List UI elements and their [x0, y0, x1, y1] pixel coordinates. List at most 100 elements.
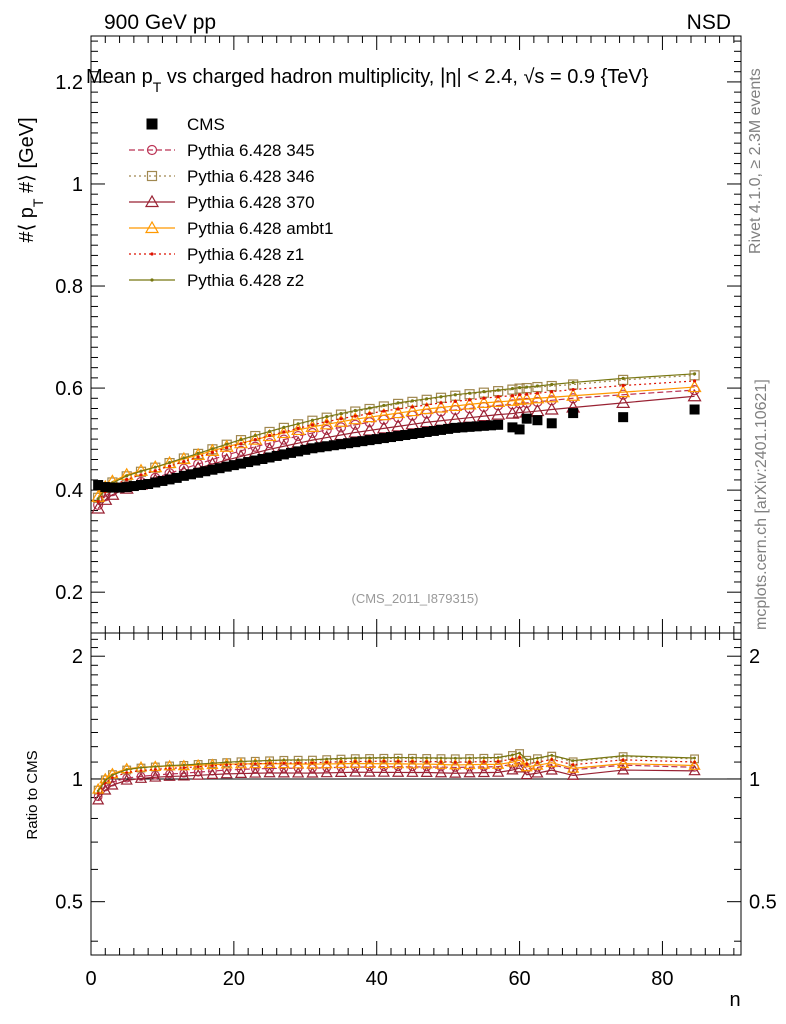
data-point-cms: [250, 455, 261, 466]
ratio-point-z2: [239, 760, 243, 763]
data-point-ambt1: [433, 400, 449, 413]
data-point-ambt1: [376, 407, 391, 421]
ratio-plot-frame: [90, 632, 742, 956]
data-point-cms: [493, 419, 504, 430]
ratio-point-z2: [468, 756, 471, 760]
data-point-p370: [491, 407, 506, 420]
data-point-z2: [325, 415, 329, 419]
ratio-point-z1: [468, 760, 471, 764]
data-point-z2: [439, 395, 443, 399]
data-point-z2: [382, 403, 386, 408]
data-point-z1: [167, 464, 172, 468]
data-point-cms: [100, 482, 111, 493]
ratio-point-z2: [482, 756, 486, 760]
ratio-point-p370: [120, 773, 133, 785]
ratio-series-z2: [96, 751, 696, 793]
ratio-series-z1: [96, 755, 696, 795]
data-point-cms: [464, 421, 475, 432]
data-point-cms: [243, 457, 254, 468]
data-point-z1: [325, 420, 329, 424]
series-z1: [96, 379, 697, 503]
data-point-cms: [136, 480, 146, 491]
ratio-point-z2: [571, 759, 575, 762]
data-point-ambt1: [419, 401, 434, 415]
data-point-p345: [307, 427, 318, 439]
header-right-text: NSD: [687, 11, 731, 34]
data-point-cms: [507, 422, 518, 433]
data-point-cms: [443, 423, 454, 434]
ratio-point-ambt1: [320, 757, 333, 769]
mcplots-source-label: mcplots.cern.ch [arXiv:2401.10621]: [753, 379, 770, 630]
ratio-point-p345: [422, 762, 432, 772]
ratio-point-z1: [536, 760, 539, 764]
ratio-series: [92, 749, 701, 805]
ratio-point-z1: [253, 762, 257, 766]
data-point-z2: [510, 386, 515, 391]
data-point-z1: [550, 390, 554, 394]
ratio-point-z1: [311, 761, 314, 765]
data-point-cms: [364, 435, 375, 446]
ratio-point-z1: [196, 765, 200, 769]
main-axes: 0.2 0.4 0.6 0.8 1 1.2: [55, 36, 741, 633]
data-point-z1: [225, 446, 229, 450]
ratio-point-ambt1: [249, 757, 262, 769]
ratio-point-p370: [688, 764, 701, 776]
data-point-z1: [467, 398, 472, 402]
data-point-z2: [96, 497, 100, 501]
data-point-ambt1: [616, 384, 631, 398]
data-point-z2: [210, 447, 215, 451]
ratio-point-z2: [153, 765, 157, 768]
ratio-point-p370: [334, 766, 348, 777]
ratio-point-p370: [306, 766, 319, 778]
series-line-z1: [97, 380, 695, 502]
data-point-p345: [264, 438, 275, 449]
ratio-point-p370: [320, 766, 333, 778]
ratio-point-z2: [103, 779, 107, 783]
data-point-cms: [107, 482, 118, 493]
data-point-z1: [296, 426, 300, 430]
ratio-point-z2: [211, 761, 214, 765]
ratio-point-p370: [149, 770, 162, 782]
ratio-point-ambt1: [463, 758, 476, 770]
x-tick-label: 20: [223, 968, 245, 990]
data-point-z2: [310, 418, 315, 422]
ratio-point-z2: [621, 754, 625, 758]
rivet-version-label: Rivet 4.1.0, ≥ 2.3M events: [747, 68, 764, 254]
ratio-point-z2: [182, 763, 186, 767]
ratio-point-z2: [693, 756, 696, 760]
data-point-cms: [128, 481, 139, 492]
data-point-z1: [253, 438, 257, 442]
data-point-z1: [535, 391, 540, 395]
ratio-point-p370: [377, 766, 390, 777]
ratio-y-tick-label: 1: [72, 769, 83, 791]
ratio-point-ambt1: [406, 757, 419, 769]
data-point-cms: [271, 450, 282, 461]
data-point-p345: [350, 419, 361, 430]
x-axis-label: n: [729, 989, 740, 1011]
ratio-point-ambt1: [477, 758, 490, 769]
ratio-point-z2: [411, 756, 414, 760]
ratio-point-z2: [511, 753, 514, 757]
ratio-y-axis-label: Ratio to CMS: [24, 750, 41, 839]
legend-marker-p346: [146, 170, 158, 182]
legend-label-cms: CMS: [187, 115, 225, 134]
ratio-point-z1: [353, 760, 357, 763]
series-line-p345: [97, 389, 695, 506]
legend-marker-p370: [144, 194, 160, 208]
ratio-point-p345: [379, 762, 389, 772]
data-point-p345: [335, 422, 347, 433]
ratio-point-p370: [163, 770, 176, 781]
data-point-cms: [568, 408, 579, 419]
ratio-point-p370: [134, 772, 148, 783]
data-point-z1: [310, 423, 315, 427]
data-point-z1: [96, 499, 100, 503]
data-point-z1: [196, 455, 200, 459]
data-point-cms: [393, 431, 404, 442]
ratio-point-z2: [139, 766, 143, 770]
data-point-z2: [396, 401, 400, 405]
main-y-tick-label: 1: [72, 174, 83, 196]
ratio-point-p370: [249, 766, 262, 778]
ratio-point-z1: [511, 757, 514, 761]
ratio-point-p370: [92, 793, 105, 805]
